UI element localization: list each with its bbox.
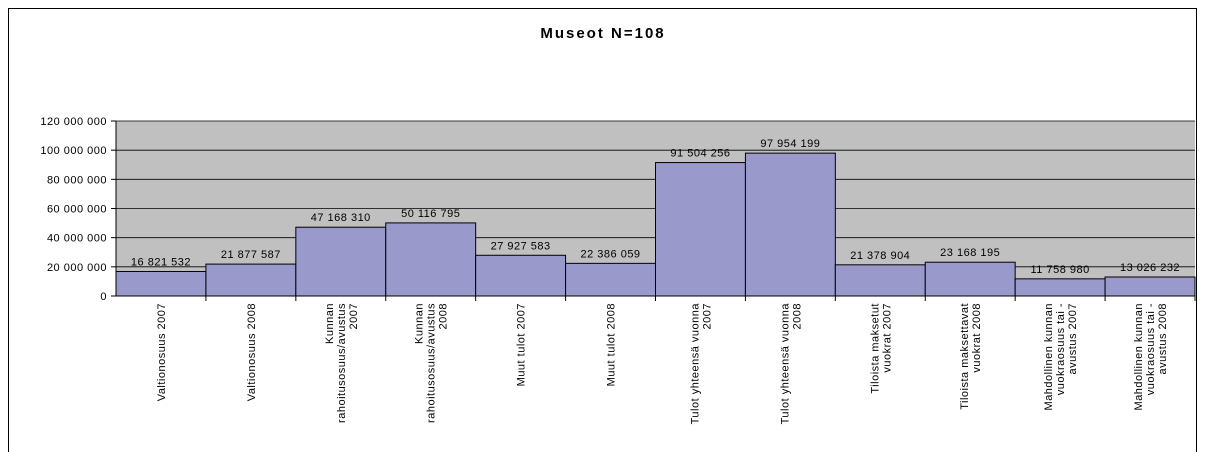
x-tick-label: Tiloista maksettavatvuokrat 2008	[959, 303, 983, 410]
bar	[1014, 278, 1106, 297]
value-label: 50 116 795	[401, 208, 460, 220]
x-tick-label: Muut tulot 2007	[516, 303, 528, 386]
value-label: 27 927 583	[491, 240, 551, 252]
x-tick-label: Valtionosuus 2008	[246, 303, 258, 401]
value-label: 23 168 195	[940, 247, 1000, 259]
x-tick-label: Tiloista maksetutvuokrat 2007	[869, 303, 893, 394]
bar	[744, 152, 836, 297]
x-tick-label: Tulot yhteensä vuonna2007	[689, 303, 713, 425]
y-tick-label: 80 000 000	[47, 174, 107, 186]
y-tick-label: 40 000 000	[47, 233, 107, 245]
value-label: 91 504 256	[670, 148, 730, 160]
y-tick-label: 60 000 000	[47, 204, 107, 216]
bar	[205, 263, 297, 297]
y-tick-label: 20 000 000	[47, 262, 107, 274]
value-label: 21 877 587	[221, 249, 281, 261]
value-label: 11 758 980	[1031, 264, 1090, 276]
bar	[1104, 276, 1196, 297]
value-label: 97 954 199	[760, 138, 820, 150]
value-label: 22 386 059	[581, 248, 641, 260]
x-tick-label: Kunnanrahoitusosuus/avustus2007	[324, 303, 360, 423]
x-tick-label: Muut tulot 2008	[606, 303, 618, 386]
bar	[924, 261, 1016, 297]
bar	[655, 162, 746, 297]
bar	[295, 226, 387, 297]
value-label: 47 168 310	[311, 212, 371, 224]
x-tick-label: Mahdollinen kunnanvuokraosuus tai -avust…	[1043, 303, 1079, 410]
y-tick-label: 120 000 000	[40, 116, 107, 128]
x-tick-label: Kunnanrahoitusosuus/avustus2008	[414, 303, 450, 423]
value-label: 13 026 232	[1120, 262, 1180, 274]
x-tick-label: Valtionosuus 2007	[156, 303, 168, 401]
y-tick-label: 100 000 000	[40, 145, 107, 157]
x-tick-label: Tulot yhteensä vuonna2008	[779, 303, 803, 425]
bar	[115, 270, 207, 297]
y-tick-label: 0	[100, 291, 107, 303]
bar	[834, 264, 926, 297]
bar	[385, 222, 477, 297]
bar	[475, 254, 567, 297]
chart-title: Museot N=108	[540, 25, 665, 42]
value-label: 21 378 904	[850, 250, 910, 262]
bar	[565, 262, 656, 297]
value-label: 16 821 532	[131, 256, 191, 268]
x-tick-label: Mahdollinen kunnanvuokraosuus tai -avust…	[1133, 303, 1169, 410]
